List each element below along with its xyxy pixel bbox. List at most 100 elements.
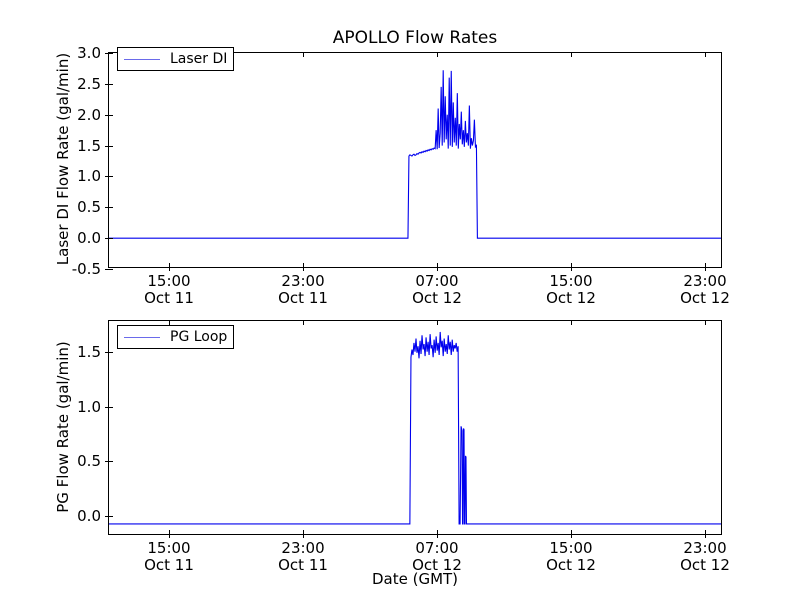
x-axis-label: Date (GMT) bbox=[371, 570, 459, 588]
y-tick-mark bbox=[105, 176, 109, 178]
y-tick-label: 3.0 bbox=[77, 44, 101, 62]
x-tick-date: Oct 12 bbox=[680, 556, 730, 574]
y-tick-mark-inner bbox=[109, 238, 113, 240]
x-tick-date: Oct 11 bbox=[144, 556, 194, 574]
y-tick-mark bbox=[105, 145, 109, 147]
x-tick-mark-top bbox=[436, 321, 438, 325]
x-tick-label: 15:00 Oct 12 bbox=[546, 540, 596, 574]
x-tick-label: 15:00 Oct 12 bbox=[546, 273, 596, 307]
y-tick-mark-inner bbox=[109, 176, 113, 178]
y-tick-label: 0.5 bbox=[77, 198, 101, 217]
x-tick-mark bbox=[168, 267, 170, 271]
y-tick-mark bbox=[105, 351, 109, 353]
x-tick-time: 23:00 bbox=[281, 272, 325, 290]
x-tick-mark-inner bbox=[168, 263, 170, 267]
y-tick-label: 2.5 bbox=[77, 74, 101, 93]
y-tick-label: 0.0 bbox=[77, 507, 101, 526]
x-tick-time: 15:00 bbox=[147, 539, 191, 557]
y-tick-mark-inner bbox=[109, 351, 113, 353]
x-tick-mark-inner bbox=[570, 530, 572, 534]
x-tick-mark bbox=[303, 534, 305, 538]
pg-loop-plot-area bbox=[109, 321, 721, 534]
y-tick-label: 0.5 bbox=[77, 452, 101, 471]
y-tick-mark-inner bbox=[109, 145, 113, 147]
x-tick-mark bbox=[705, 534, 706, 538]
x-tick-date: Oct 12 bbox=[412, 289, 462, 307]
x-tick-time: 15:00 bbox=[147, 272, 191, 290]
x-tick-mark-top bbox=[436, 53, 438, 57]
pg-loop-y-axis-label: PG Flow Rate (gal/min) bbox=[54, 340, 72, 513]
pg-loop-legend: PG Loop bbox=[117, 325, 235, 349]
pg-loop-line bbox=[109, 331, 721, 525]
laser-di-line bbox=[109, 70, 721, 239]
laser-di-plot-area bbox=[109, 53, 721, 267]
x-tick-mark bbox=[303, 267, 305, 271]
x-tick-mark-top bbox=[303, 53, 305, 57]
legend-label-pg-loop: PG Loop bbox=[170, 329, 228, 345]
x-tick-time: 15:00 bbox=[549, 272, 593, 290]
y-tick-label: 2.0 bbox=[77, 105, 101, 124]
y-tick-mark-inner bbox=[109, 83, 113, 85]
x-tick-mark-inner bbox=[436, 263, 438, 267]
x-tick-mark-top bbox=[570, 53, 572, 57]
x-tick-mark bbox=[570, 534, 572, 538]
x-tick-date: Oct 12 bbox=[412, 556, 462, 574]
x-tick-label: 23:00 Oct 11 bbox=[278, 273, 328, 307]
legend-line-swatch-icon bbox=[124, 58, 160, 60]
x-tick-time: 23:00 bbox=[683, 539, 727, 557]
x-tick-date: Oct 12 bbox=[680, 289, 730, 307]
legend-line-swatch-icon bbox=[124, 336, 160, 338]
y-tick-label: 1.0 bbox=[77, 397, 101, 416]
x-tick-label: 07:00 Oct 12 bbox=[412, 273, 462, 307]
x-tick-date: Oct 11 bbox=[278, 556, 328, 574]
x-tick-mark bbox=[570, 267, 572, 271]
y-tick-mark-inner bbox=[109, 53, 113, 54]
y-tick-label: 1.5 bbox=[77, 342, 101, 361]
y-tick-label: 0.0 bbox=[77, 229, 101, 248]
laser-di-y-axis-label: Laser DI Flow Rate (gal/min) bbox=[54, 52, 72, 266]
x-tick-mark-inner bbox=[168, 530, 170, 534]
x-tick-date: Oct 12 bbox=[546, 556, 596, 574]
x-tick-mark-inner bbox=[570, 263, 572, 267]
x-tick-mark-top bbox=[303, 321, 305, 325]
x-tick-mark-inner bbox=[705, 263, 706, 267]
laser-di-legend: Laser DI bbox=[117, 47, 235, 71]
y-tick-mark bbox=[105, 516, 109, 518]
legend-label-laser-di: Laser DI bbox=[170, 51, 228, 67]
x-tick-mark-inner bbox=[303, 530, 305, 534]
laser-di-trace-svg bbox=[109, 70, 721, 239]
x-tick-mark bbox=[168, 534, 170, 538]
x-tick-date: Oct 11 bbox=[144, 289, 194, 307]
y-tick-mark bbox=[105, 406, 109, 408]
y-tick-mark bbox=[105, 207, 109, 209]
x-tick-time: 23:00 bbox=[281, 539, 325, 557]
x-tick-date: Oct 12 bbox=[546, 289, 596, 307]
x-tick-mark bbox=[436, 267, 438, 271]
x-tick-label: 07:00 Oct 12 bbox=[412, 540, 462, 574]
plot-pg-loop: 0.0 0.5 1.0 1.5 15:00 Oct 11 23:00 Oct 11 07:00… bbox=[54, 320, 730, 574]
x-tick-time: 07:00 bbox=[415, 539, 459, 557]
x-tick-mark-inner bbox=[705, 530, 706, 534]
y-tick-mark bbox=[105, 238, 109, 240]
x-tick-mark-inner bbox=[303, 263, 305, 267]
x-tick-mark-top bbox=[705, 321, 706, 325]
x-tick-mark bbox=[705, 267, 706, 271]
y-tick-mark bbox=[105, 461, 109, 463]
x-tick-time: 15:00 bbox=[549, 539, 593, 557]
x-tick-mark-top bbox=[570, 321, 572, 325]
y-tick-mark-inner bbox=[109, 114, 113, 116]
x-tick-label: 23:00 Oct 12 bbox=[680, 273, 730, 307]
pg-loop-trace-svg bbox=[109, 331, 721, 525]
y-tick-mark bbox=[105, 83, 109, 85]
y-tick-mark bbox=[105, 114, 109, 116]
x-tick-mark-inner bbox=[436, 530, 438, 534]
y-tick-mark-inner bbox=[109, 461, 113, 463]
x-tick-time: 23:00 bbox=[683, 272, 727, 290]
y-tick-label: 1.5 bbox=[77, 136, 101, 155]
y-tick-label: -0.5 bbox=[71, 260, 101, 278]
x-tick-mark-top bbox=[705, 53, 706, 57]
x-tick-mark-top bbox=[168, 321, 170, 325]
y-tick-mark-inner bbox=[109, 269, 113, 270]
x-tick-label: 15:00 Oct 11 bbox=[144, 540, 194, 574]
figure-title: APOLLO Flow Rates bbox=[332, 28, 498, 48]
